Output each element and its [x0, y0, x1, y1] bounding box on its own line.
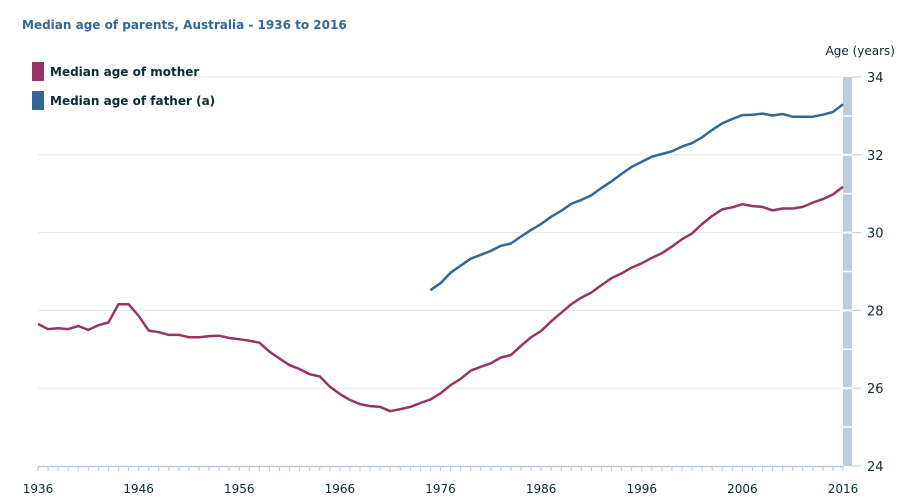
chart-title: Median age of parents, Australia - 1936 … — [22, 18, 347, 32]
y-tick-label: 24 — [867, 460, 884, 475]
x-tick-label: 1946 — [123, 482, 154, 496]
y-tick-label: 32 — [867, 149, 884, 164]
series-line-mother — [37, 185, 844, 413]
legend-swatch-father — [32, 91, 44, 110]
x-tick-label: 1996 — [626, 482, 657, 496]
legend-item-father[interactable]: Median age of father (a) — [32, 91, 215, 110]
x-tick-label: 1976 — [425, 482, 456, 496]
y-axis-label: Age (years) — [826, 44, 895, 58]
legend-label-father: Median age of father (a) — [50, 93, 216, 108]
x-tick-label: 1986 — [526, 482, 557, 496]
x-tick-label: 1966 — [325, 482, 356, 496]
y-tick-label: 34 — [867, 71, 884, 86]
x-tick-label: 2006 — [727, 482, 758, 496]
x-tick-label: 1956 — [224, 482, 255, 496]
y-tick-label: 30 — [867, 227, 884, 242]
series-line-father — [429, 103, 844, 292]
legend-swatch-mother — [32, 62, 44, 81]
y-tick-label: 28 — [867, 304, 884, 319]
y-tick-label: 26 — [867, 382, 884, 397]
legend-label-mother: Median age of mother — [50, 64, 200, 79]
x-tick-label: 1936 — [23, 482, 54, 496]
legend-item-mother[interactable]: Median age of mother — [32, 62, 199, 81]
x-tick-label: 2016 — [828, 482, 859, 496]
